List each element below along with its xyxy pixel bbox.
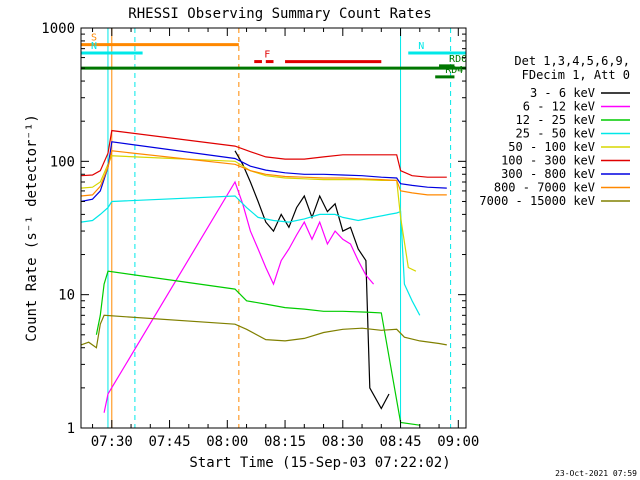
series-line-8 [80, 150, 447, 197]
x-tick-label-0830: 08:30 [322, 434, 364, 450]
x-axis-label: Start Time (15-Sep-03 07:22:02) [189, 455, 450, 471]
x-tick-label-0800: 08:00 [206, 434, 248, 450]
marker-label-4: F [264, 50, 270, 61]
marker-label-9: RD0 [449, 54, 467, 65]
series-line-6 [80, 129, 447, 178]
legend-label-8: 800 - 7000 keV [494, 181, 595, 195]
x-tick-label-0845: 08:45 [379, 434, 421, 450]
series-line-4 [80, 195, 421, 316]
marker-label-8: RD4 [445, 65, 463, 76]
detector-info-line-1: Det 1,3,4,5,6,9, [514, 54, 630, 68]
legend-label-1: 3 - 6 keV [530, 86, 595, 100]
series-line-9 [80, 314, 447, 349]
y-tick-label-10: 10 [58, 288, 75, 304]
series-line-7 [80, 141, 447, 203]
series-line-5 [80, 155, 417, 272]
y-tick-label-100: 100 [50, 154, 75, 170]
marker-label-1: S [91, 33, 97, 44]
series-line-3 [95, 270, 420, 426]
legend-label-3: 12 - 25 keV [516, 113, 595, 127]
marker-label-3: N [418, 41, 424, 52]
x-tick-label-0745: 07:45 [148, 434, 190, 450]
plot-frame [80, 27, 467, 429]
series-line-2 [103, 180, 375, 413]
legend-label-7: 300 - 800 keV [501, 167, 595, 181]
legend-label-4: 25 - 50 keV [516, 127, 595, 141]
y-tick-label-1: 1 [67, 421, 75, 437]
series-line-1 [234, 150, 390, 410]
legend-label-5: 50 - 100 keV [508, 140, 595, 154]
detector-info-line-2: FDecim 1, Att 0 [522, 68, 630, 82]
timestamp: 23-Oct-2021 07:59 [555, 469, 637, 478]
x-tick-label-0815: 08:15 [264, 434, 306, 450]
legend-label-2: 6 - 12 keV [523, 100, 595, 114]
chart-title: RHESSI Observing Summary Count Rates [128, 6, 431, 22]
legend-label-9: 7000 - 15000 keV [479, 194, 595, 208]
marker-label-2: N [91, 41, 97, 52]
y-axis-label: Count Rate (s⁻¹ detector⁻¹) [24, 114, 40, 342]
legend-label-6: 100 - 300 keV [501, 154, 595, 168]
x-tick-label-0730: 07:30 [91, 434, 133, 450]
y-tick-label-1000: 1000 [41, 21, 75, 37]
x-tick-label-0900: 09:00 [437, 434, 479, 450]
